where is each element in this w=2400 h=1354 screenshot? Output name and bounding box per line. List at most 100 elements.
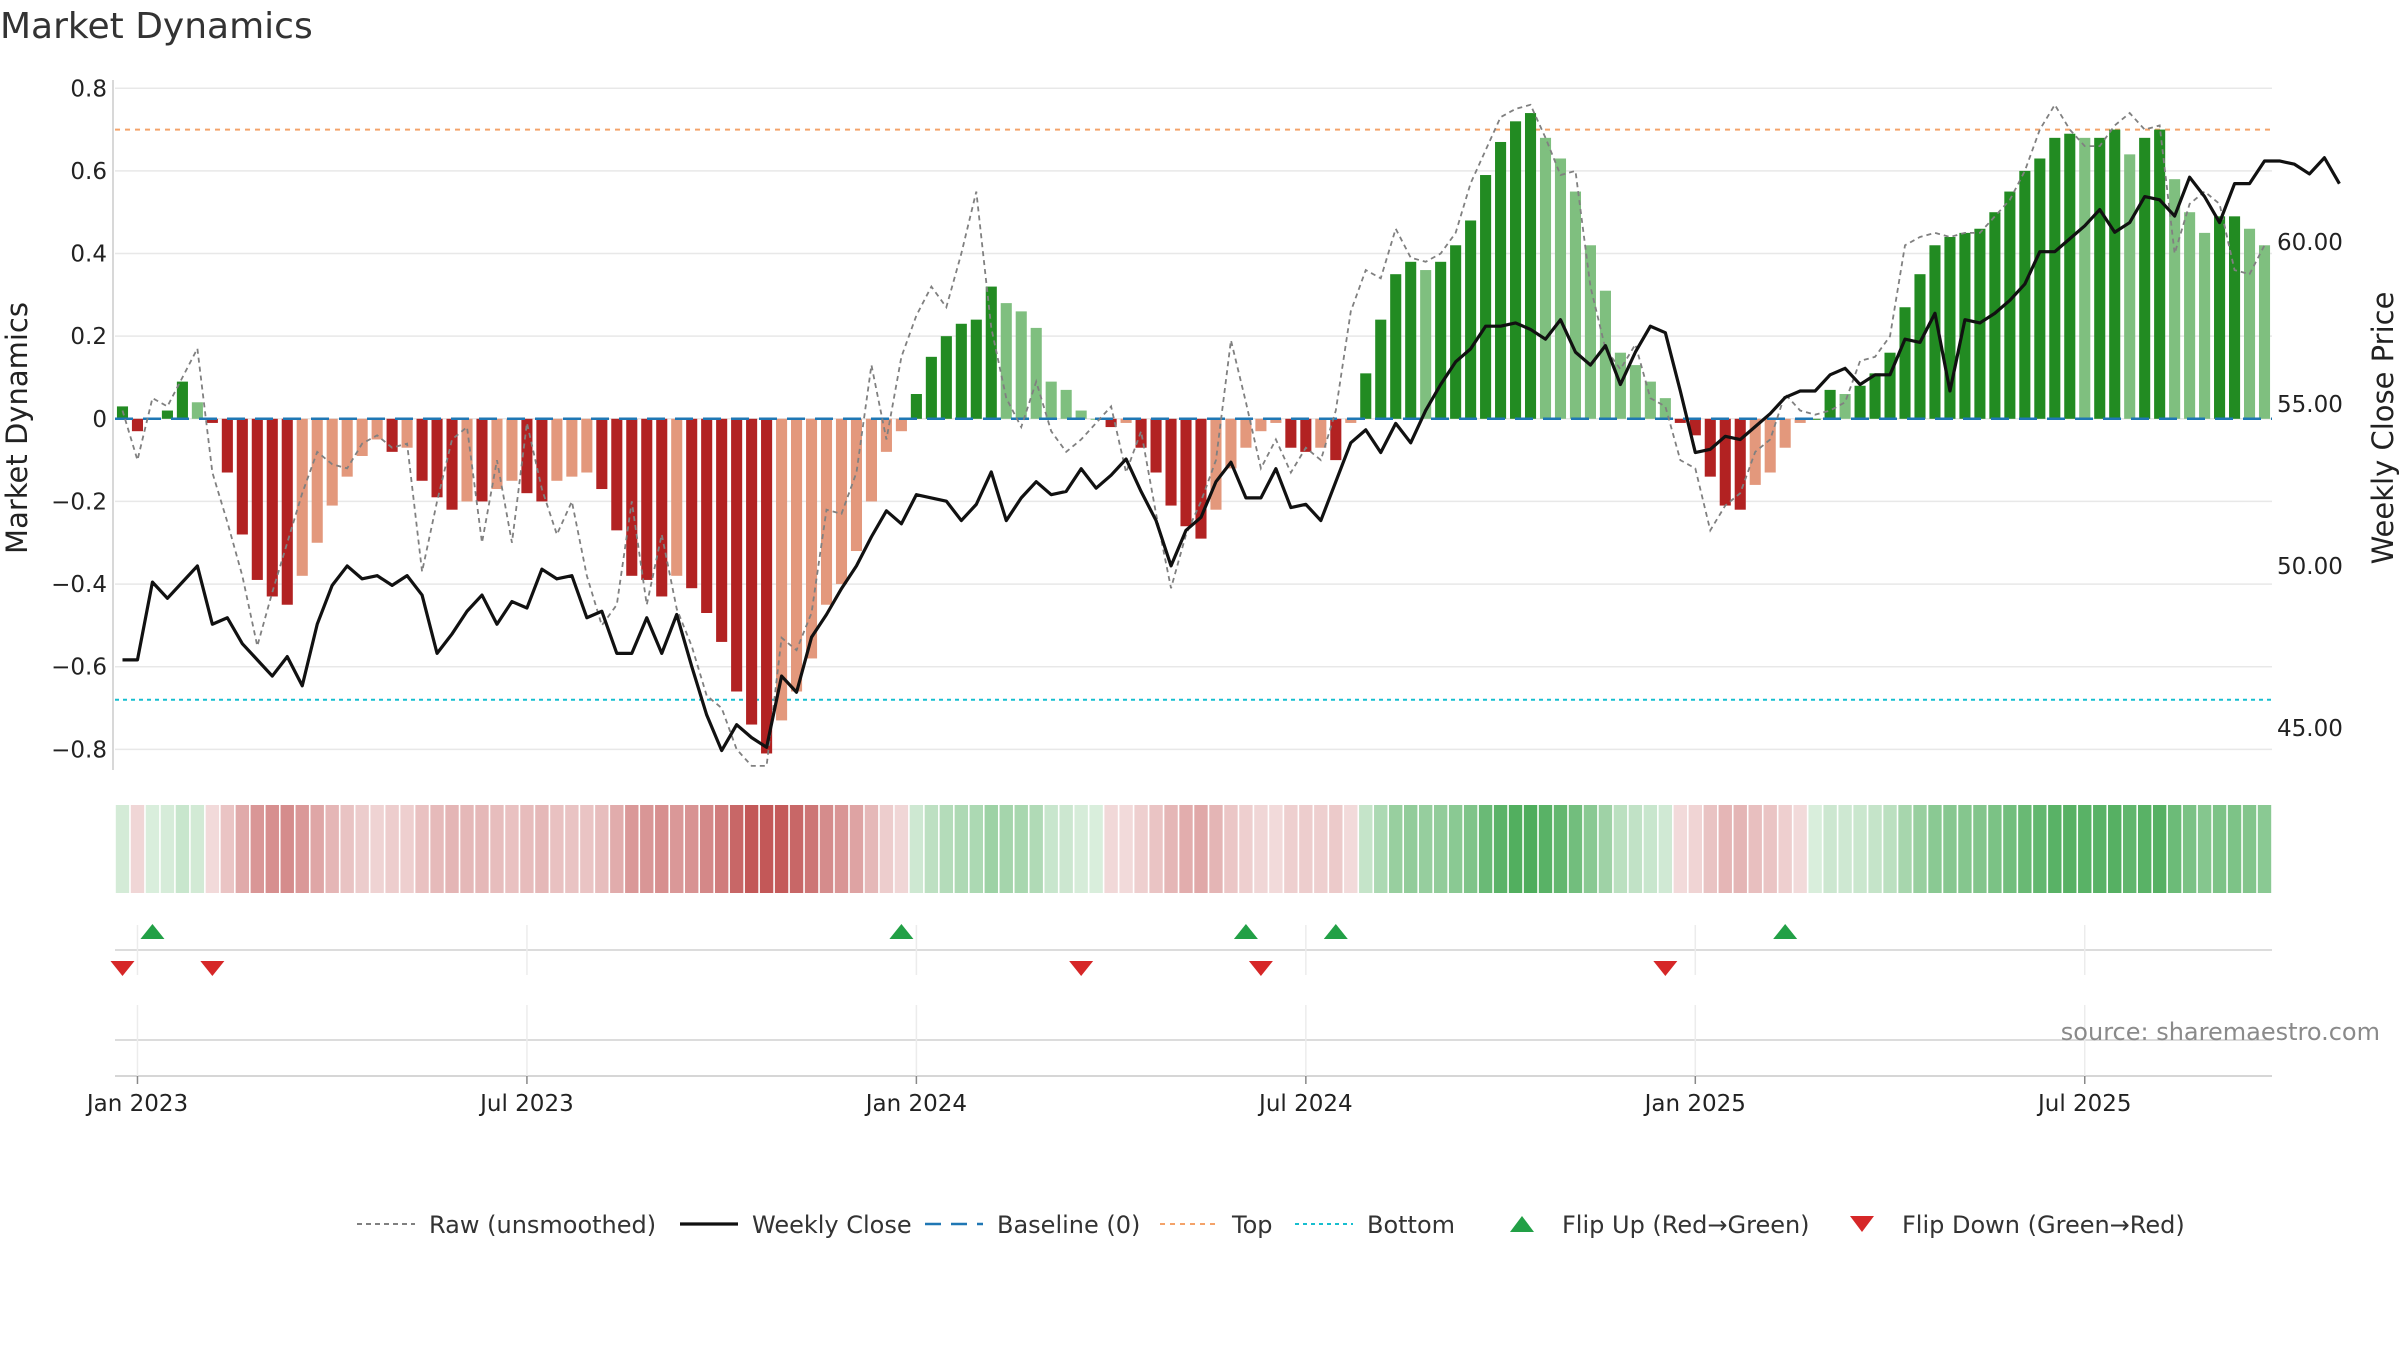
momentum-bar <box>641 418 653 580</box>
y-tick-label: −0.4 <box>51 572 107 598</box>
momentum-bar <box>1899 307 1911 419</box>
regime-cell <box>1239 805 1253 893</box>
regime-cell <box>2152 805 2167 893</box>
regime-cell <box>1344 805 1358 893</box>
regime-cell <box>130 805 145 893</box>
momentum-bar <box>416 418 428 481</box>
regime-cell <box>2078 805 2092 893</box>
regime-cell <box>1973 805 1987 893</box>
y-tick-label: 0.4 <box>70 242 107 268</box>
momentum-bar <box>1539 137 1552 419</box>
regime-cell <box>1314 805 1328 893</box>
momentum-bar <box>686 418 698 589</box>
y-tick-label: −0.2 <box>51 489 107 515</box>
y-tick-label: 0 <box>92 407 107 433</box>
regime-cell <box>235 805 250 893</box>
regime-cell <box>1254 805 1268 893</box>
momentum-bar <box>626 418 638 576</box>
legend-label: Bottom <box>1367 1211 1455 1239</box>
momentum-bar <box>1405 261 1417 419</box>
momentum-bar <box>1375 319 1387 419</box>
regime-cell <box>1478 805 1493 893</box>
regime-cell <box>550 805 564 893</box>
momentum-bar <box>1989 212 2001 419</box>
momentum-bar <box>2064 133 2076 419</box>
regime-cell <box>1838 805 1852 893</box>
momentum-bar <box>1075 410 1087 419</box>
momentum-bar <box>970 319 982 419</box>
regime-cell <box>894 805 909 893</box>
momentum-bar <box>716 418 728 642</box>
regime-cell <box>565 805 579 893</box>
momentum-bar <box>1689 418 1701 436</box>
regime-cell <box>1404 805 1418 893</box>
regime-cell <box>1628 805 1643 893</box>
regime-cell <box>145 805 160 893</box>
momentum-bar <box>431 418 443 498</box>
regime-cell <box>2137 805 2152 893</box>
momentum-bar <box>2169 179 2181 419</box>
momentum-bar <box>296 418 308 576</box>
weekly-close-line <box>122 156 2341 753</box>
regime-cell <box>205 805 220 893</box>
momentum-bar <box>1015 311 1027 419</box>
momentum-bar <box>761 418 773 754</box>
regime-cell <box>2093 805 2107 893</box>
legend-label: Top <box>1231 1211 1273 1239</box>
regime-cell <box>310 805 324 893</box>
flip-up-marker <box>889 924 914 939</box>
regime-cell <box>1044 805 1058 893</box>
regime-cell <box>819 805 834 893</box>
momentum-bar <box>326 418 338 506</box>
momentum-bar <box>1180 418 1192 527</box>
momentum-bar <box>1495 141 1507 419</box>
regime-cell <box>400 805 414 893</box>
momentum-bar <box>2124 154 2136 419</box>
regime-cell <box>505 805 519 893</box>
legend-label: Raw (unsmoothed) <box>429 1211 656 1239</box>
momentum-bar <box>2214 216 2226 419</box>
regime-cell <box>909 805 924 893</box>
momentum-bar <box>461 418 473 502</box>
regime-cell <box>445 805 459 893</box>
momentum-bar <box>491 418 503 490</box>
regime-cell <box>1374 805 1388 893</box>
regime-cell <box>1733 805 1747 893</box>
source-label: source: sharemaestro.com <box>2061 1018 2380 1046</box>
regime-cell <box>325 805 339 893</box>
momentum-bar <box>446 418 458 510</box>
regime-cell <box>1643 805 1658 893</box>
momentum-bar <box>2019 170 2031 419</box>
regime-cell <box>1568 805 1583 893</box>
momentum-bar <box>985 286 997 419</box>
regime-cell <box>355 805 369 893</box>
momentum-bar <box>521 418 533 494</box>
regime-cell <box>1988 805 2002 893</box>
y2-tick-label: 45.00 <box>2277 716 2343 742</box>
regime-cell <box>774 805 789 893</box>
regime-cell <box>2182 805 2197 893</box>
momentum-bar <box>1255 418 1267 432</box>
momentum-bar <box>1914 274 1926 419</box>
momentum-bar <box>1105 418 1117 428</box>
regime-cell <box>1493 805 1508 893</box>
momentum-bar <box>506 418 518 481</box>
momentum-bar <box>1599 290 1611 419</box>
legend-label: Weekly Close <box>752 1211 912 1239</box>
momentum-bar <box>1764 418 1776 473</box>
regime-cell <box>1418 805 1433 893</box>
regime-cell <box>625 805 639 893</box>
regime-cell <box>580 805 594 893</box>
legend-item: Flip Down (Green→Red) <box>1850 1211 2185 1239</box>
regime-cell <box>2048 805 2062 893</box>
momentum-bar <box>1524 113 1537 419</box>
momentum-bar <box>2184 212 2196 419</box>
regime-cell <box>115 805 130 893</box>
flip-up-marker <box>1773 924 1798 939</box>
momentum-bar <box>1045 381 1057 419</box>
regime-cell <box>2227 805 2242 893</box>
momentum-bar <box>1330 418 1342 461</box>
momentum-bar <box>1884 352 1896 419</box>
regime-cell <box>1538 805 1553 893</box>
regime-cell <box>685 805 699 893</box>
